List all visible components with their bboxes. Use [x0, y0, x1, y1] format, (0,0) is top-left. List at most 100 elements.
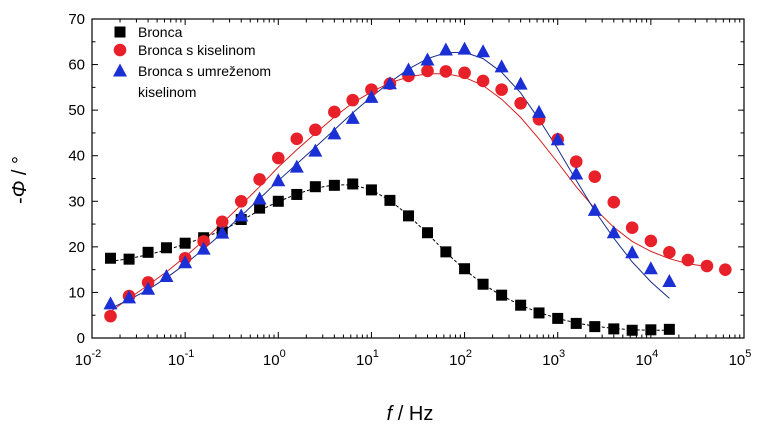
data-point-series-2 [365, 83, 378, 96]
legend-marker-series-2 [113, 43, 127, 57]
data-point-series-1 [105, 252, 117, 264]
data-point-series-3 [308, 143, 323, 157]
data-point-series-3 [532, 104, 547, 118]
data-point-series-2 [569, 155, 583, 168]
data-point-series-3 [438, 42, 453, 56]
y-axis-label-unit: / ° [9, 156, 31, 181]
y-tick-label: 30 [68, 193, 85, 210]
data-point-series-2 [104, 309, 117, 323]
y-axis-label: -Φ / ° [9, 156, 31, 204]
y-tick-label: 70 [68, 11, 85, 28]
data-point-series-2 [588, 170, 602, 183]
axis-ticks: 0 10 20 30 40 50 60 70 10-2 10-1 100 101 102 103 104 10… [68, 11, 751, 369]
y-tick-label: 0 [77, 330, 85, 347]
data-point-series-3 [103, 296, 118, 310]
x-tick-label: 104 [635, 348, 658, 369]
legend-label-series-2: Bronca s kiselinom [138, 42, 256, 58]
data-point-series-1 [160, 242, 172, 254]
data-point-series-3 [122, 290, 137, 304]
fit-curve-series-1 [110, 184, 670, 331]
data-point-series-1 [440, 246, 452, 258]
data-point-series-3 [401, 62, 416, 76]
data-point-series-2 [607, 195, 621, 209]
data-point-series-2 [681, 253, 695, 267]
data-point-series-1 [347, 178, 359, 190]
data-point-series-1 [328, 179, 340, 191]
data-point-series-2 [514, 97, 527, 110]
x-tick-label: 10-1 [168, 348, 194, 369]
x-tick-label: 101 [356, 348, 379, 369]
data-point-series-3 [196, 241, 211, 255]
data-point-series-3 [234, 208, 249, 222]
y-tick-label: 10 [68, 284, 85, 301]
data-point-series-3 [662, 273, 677, 287]
data-point-series-1 [179, 237, 191, 249]
data-point-series-2 [644, 234, 658, 248]
data-point-series-3 [215, 225, 230, 239]
data-point-series-2 [253, 173, 266, 186]
fit-curve-series-2 [110, 73, 707, 313]
data-point-series-1 [272, 195, 284, 207]
x-tick-label: 10-2 [75, 348, 101, 369]
data-point-series-3 [643, 261, 658, 275]
y-axis-label-prefix: - [9, 197, 31, 204]
data-point-series-1 [384, 194, 396, 206]
data-point-series-1 [422, 227, 434, 239]
data-point-series-2 [663, 246, 676, 259]
data-point-series-3 [513, 76, 528, 90]
data-point-series-3 [420, 52, 435, 66]
x-axis-label-symbol: f [387, 403, 395, 425]
legend-label-series-3: kiselinom [138, 84, 196, 100]
data-point-series-2 [215, 215, 229, 229]
data-point-series-1 [365, 184, 377, 196]
x-tick-label: 103 [542, 348, 565, 369]
legend-label-series-1: Bronca [138, 24, 183, 40]
data-point-series-2 [197, 235, 210, 248]
legend-marker-series-1 [114, 26, 126, 38]
y-tick-label: 50 [68, 102, 85, 119]
y-axis-label-symbol: Φ [9, 181, 31, 198]
data-point-series-2 [476, 74, 490, 88]
data-point-series-3 [625, 245, 640, 259]
data-point-series-1 [142, 246, 154, 258]
x-tick-label: 100 [263, 348, 286, 369]
data-point-series-1 [123, 253, 135, 265]
data-point-series-3 [606, 225, 621, 239]
legend-marker-series-3 [113, 63, 127, 77]
legend: Bronca Bronca s kiselinom Bronca s umrežen… [113, 24, 271, 100]
data-point-series-2 [421, 64, 434, 78]
data-point-series-1 [663, 323, 675, 335]
data-point-series-2 [495, 83, 508, 96]
data-point-series-2 [234, 194, 248, 208]
y-tick-label: 60 [68, 57, 85, 74]
x-axis-label-unit: / Hz [392, 403, 433, 425]
data-point-series-1 [645, 324, 657, 336]
data-point-series-2 [290, 132, 304, 146]
data-point-series-3 [494, 59, 509, 73]
data-point-series-1 [309, 181, 321, 193]
data-point-series-1 [608, 323, 620, 335]
data-point-series-1 [589, 321, 601, 333]
data-markers [103, 41, 732, 336]
data-point-series-3 [382, 76, 397, 90]
data-point-series-2 [328, 105, 341, 119]
x-axis-label: f / Hz [387, 403, 434, 425]
data-point-series-1 [459, 263, 471, 275]
data-point-series-1 [552, 312, 564, 324]
x-tick-label: 102 [449, 348, 472, 369]
x-tick-label: 105 [729, 348, 752, 369]
data-point-series-3 [271, 173, 286, 187]
fit-curves [110, 51, 707, 331]
data-point-series-3 [327, 126, 342, 140]
data-point-series-1 [254, 202, 266, 214]
y-tick-label: 20 [68, 239, 85, 256]
data-point-series-2 [700, 259, 714, 273]
data-point-series-2 [439, 65, 453, 78]
data-point-series-3 [345, 110, 360, 124]
data-point-series-1 [496, 289, 508, 301]
data-point-series-3 [587, 202, 602, 216]
data-point-series-3 [569, 166, 584, 180]
legend-label-series-3: Bronca s umreženom [138, 63, 271, 79]
y-tick-label: 40 [68, 148, 85, 165]
